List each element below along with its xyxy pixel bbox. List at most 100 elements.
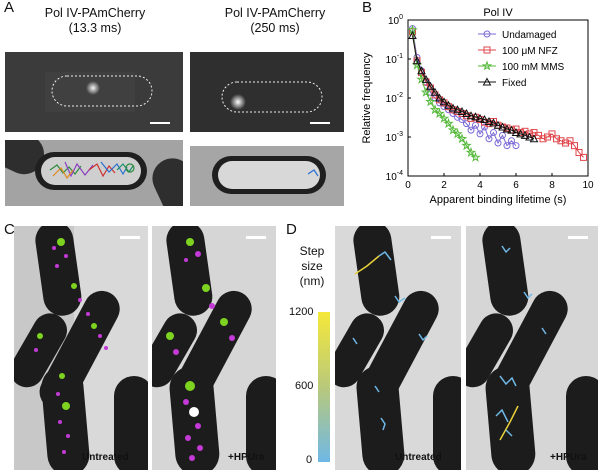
data-point — [463, 120, 470, 128]
data-point — [462, 108, 471, 118]
molecule-tracks — [49, 161, 135, 180]
colorbar — [318, 312, 330, 462]
data-point — [562, 139, 569, 147]
data-point — [471, 112, 480, 121]
colorbar-tick-0: 0 — [306, 454, 313, 466]
data-point — [453, 105, 462, 114]
data-point — [426, 81, 435, 90]
step-tracks — [495, 245, 547, 441]
panel-a-right-title-line2: (250 ms) — [250, 21, 300, 35]
cell-outline — [51, 75, 153, 107]
panel-a-brightfield-13ms — [5, 140, 183, 206]
data-point — [417, 66, 426, 75]
panel-d-left-caption: Untreated — [395, 452, 442, 463]
data-point — [457, 106, 467, 116]
data-point — [434, 107, 445, 119]
data-point — [512, 142, 520, 150]
x-tick-label: 6 — [513, 180, 519, 191]
localization-points — [166, 238, 235, 461]
data-point — [444, 100, 453, 109]
data-point — [483, 46, 491, 54]
data-point — [425, 96, 436, 107]
bacterial-cells — [466, 226, 598, 470]
data-point — [429, 104, 441, 115]
data-point — [507, 125, 516, 134]
scale-bar — [120, 236, 140, 239]
data-point — [498, 122, 507, 131]
data-point — [553, 135, 560, 143]
panel-c-label: C — [4, 221, 15, 238]
colorbar-title-line2: size — [301, 259, 323, 273]
binding-lifetime-chart: Pol IV 0 2 4 6 8 10 10-4 10-3 10-2 10-1 100 Apparent… — [361, 7, 594, 206]
x-tick-label: 8 — [549, 180, 555, 191]
data-point — [439, 97, 449, 106]
data-point — [571, 142, 578, 150]
data-point — [435, 93, 444, 102]
x-tick-label: 10 — [582, 180, 594, 191]
scale-bar — [150, 122, 170, 124]
data-point — [476, 130, 484, 138]
fluorescent-spot — [230, 94, 246, 110]
data-point — [461, 140, 472, 151]
data-point — [447, 124, 459, 135]
panel-a-fluorescence-250ms — [190, 52, 344, 132]
data-point — [438, 112, 450, 123]
data-point — [456, 133, 468, 144]
data-point — [580, 153, 587, 161]
data-point — [409, 28, 416, 36]
fluorescent-spot — [86, 81, 100, 95]
localization-points — [34, 238, 108, 454]
panel-d-right-caption: +HPUra — [550, 452, 587, 463]
panel-c-untreated-image: Untreated — [14, 226, 148, 470]
panel-c-left-caption: Untreated — [82, 452, 129, 463]
panel-b-label: B — [362, 0, 373, 16]
data-point — [448, 103, 458, 112]
scale-bar — [246, 236, 266, 239]
panel-a-fluorescence-13ms-svg — [5, 52, 183, 132]
x-axis-label: Apparent binding lifetime (s) — [430, 194, 567, 206]
scale-bar — [431, 236, 451, 239]
data-point — [575, 149, 583, 157]
data-point — [472, 121, 479, 129]
y-tick-label: 10-2 — [386, 92, 403, 105]
step-tracks — [352, 250, 428, 431]
legend-label: Undamaged — [502, 30, 556, 41]
data-point — [520, 130, 530, 139]
data-point — [408, 30, 417, 40]
panel-d-untreated-svg — [335, 226, 461, 470]
panel-a-label: A — [4, 0, 15, 16]
panel-c-untreated-svg — [14, 226, 148, 470]
data-point — [502, 124, 512, 133]
data-point — [430, 87, 440, 96]
data-point — [503, 142, 511, 150]
panel-c-hpura-svg — [152, 226, 276, 470]
scale-bar — [310, 122, 330, 124]
data-point — [465, 146, 477, 158]
scale-bar — [568, 236, 588, 239]
y-tick-label: 10-4 — [386, 170, 403, 183]
x-tick-label: 2 — [441, 180, 447, 191]
legend-label: 100 μM NFZ — [502, 46, 558, 57]
legend-label: 100 mM MMS — [502, 62, 565, 73]
y-tick-label: 100 — [388, 14, 403, 27]
data-point — [482, 77, 492, 86]
data-point — [516, 129, 525, 138]
colorbar-tick-1200: 1200 — [289, 306, 314, 318]
y-axis-label: Relative frequency — [361, 52, 373, 144]
panel-a-brightfield-13ms-svg — [5, 140, 183, 206]
data-point — [494, 139, 502, 147]
colorbar-tick-600: 600 — [295, 380, 314, 392]
colorbar-title: Step size (nm) — [290, 244, 334, 289]
data-point — [449, 110, 457, 118]
bacterial-cells — [14, 226, 148, 470]
panel-d-label: D — [286, 221, 297, 238]
colorbar-title-line1: Step — [299, 244, 325, 258]
data-point — [539, 135, 547, 143]
data-point — [490, 129, 497, 137]
panel-a-left-title-line2: (13.3 ms) — [68, 21, 122, 35]
data-point — [475, 113, 485, 122]
data-point — [483, 30, 491, 38]
y-tick-label: 10-1 — [386, 53, 403, 66]
panel-a-fluorescence-13ms — [5, 52, 183, 132]
data-point — [467, 126, 475, 134]
